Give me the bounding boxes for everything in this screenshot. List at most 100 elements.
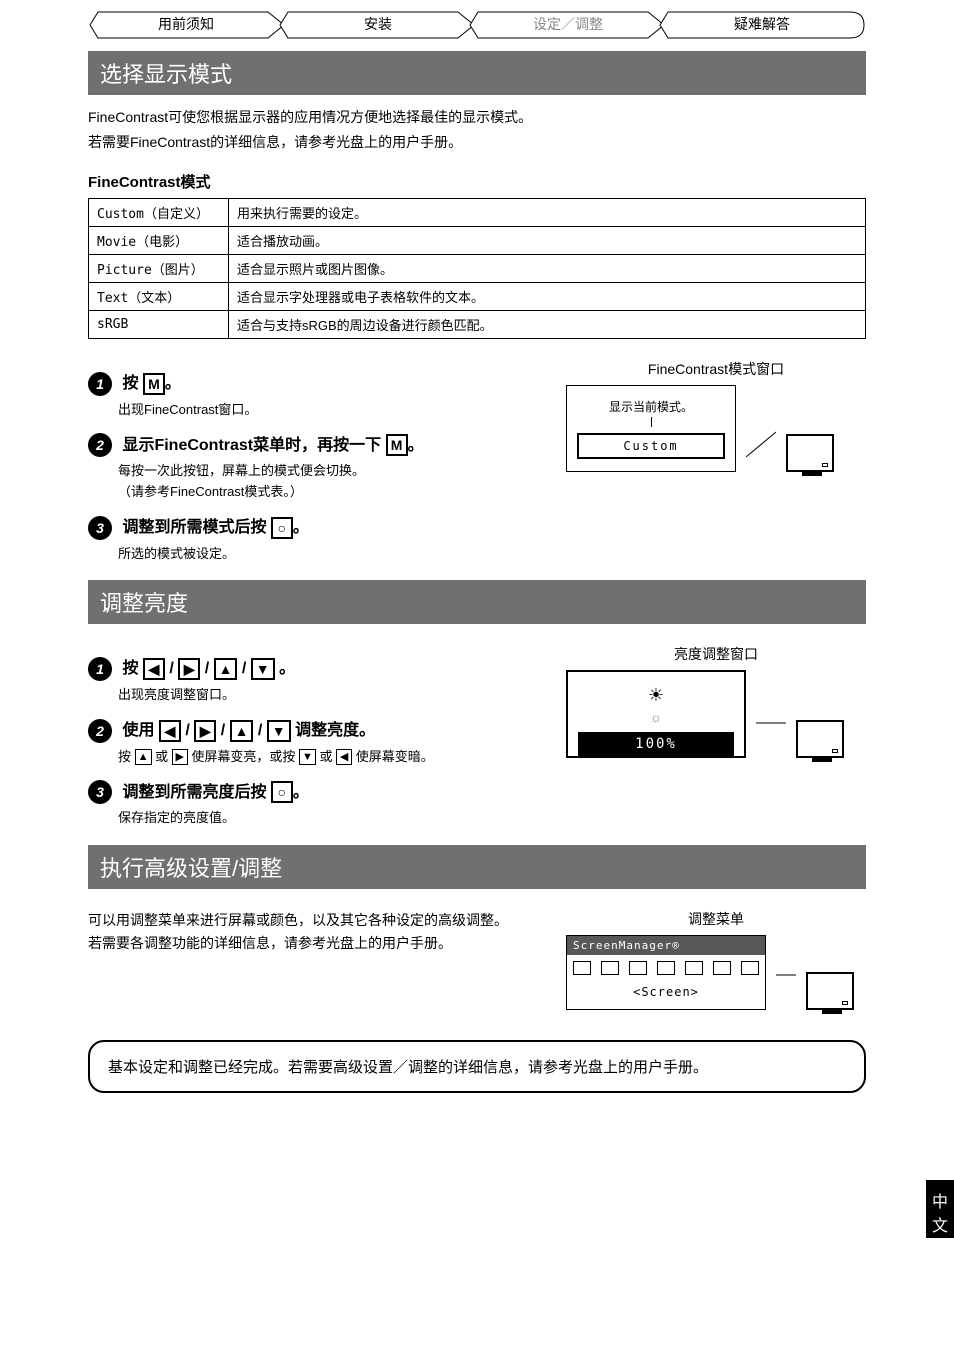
osd-caption: 显示当前模式。 — [577, 398, 725, 415]
key-left: ◀ — [336, 749, 352, 765]
key-left: ◀ — [159, 720, 181, 742]
mode-name: sRGB — [89, 311, 229, 339]
language-tab: 中文 — [926, 1180, 954, 1238]
key-up: ▲ — [214, 658, 238, 680]
menu-icon — [713, 961, 731, 975]
key-enter: ○ — [271, 517, 293, 539]
text: 。 — [165, 375, 181, 392]
fc-step-1-title: 1 按 M。 — [88, 369, 546, 396]
adv-window-label: 调整菜单 — [566, 909, 866, 929]
br-step-1-title: 1 按 ◀ / ▶ / ▲ / ▼ 。 — [88, 654, 546, 681]
arrow-icon — [746, 412, 776, 472]
finecontrast-steps: 1 按 M。 出现FineContrast窗口。 2 显示FineContras… — [88, 359, 566, 574]
finecontrast-modes-table: Custom（自定义）用来执行需要的设定。 Movie（电影）适合播放动画。 P… — [88, 198, 866, 339]
text: 。 — [408, 437, 424, 454]
mode-name: Movie（电影） — [89, 227, 229, 255]
text: 。 — [293, 519, 309, 536]
mode-desc: 适合显示字处理器或电子表格软件的文本。 — [229, 283, 866, 311]
key-up: ▲ — [135, 749, 152, 765]
fc-step-2-body: 每按一次此按钮，屏幕上的模式便会切换。 （请参考FineContrast模式表。… — [118, 461, 546, 503]
key-down: ▼ — [251, 658, 275, 680]
text: 或 — [320, 749, 337, 764]
text: 使用 — [122, 722, 158, 739]
key-down: ▼ — [267, 720, 291, 742]
key-up: ▲ — [230, 720, 254, 742]
fc-step-1-body: 出现FineContrast窗口。 — [118, 400, 546, 421]
brightness-value: 100% — [578, 732, 734, 756]
text: （请参考FineContrast模式表。） — [118, 482, 546, 503]
text: 调整到所需亮度后按 — [122, 784, 270, 801]
monitor-icon — [796, 720, 844, 758]
menu-icon — [629, 961, 647, 975]
key-enter: ○ — [271, 781, 293, 803]
text: 。 — [279, 660, 295, 677]
intro-line-1: FineContrast可使您根据显示器的应用情况方便地选择最佳的显示模式。 — [88, 107, 866, 128]
br-step-1-body: 出现亮度调整窗口。 — [118, 685, 546, 706]
br-window-label: 亮度调整窗口 — [566, 644, 866, 664]
completion-callout: 基本设定和调整已经完成。若需要高级设置／调整的详细信息，请参考光盘上的用户手册。 — [88, 1040, 866, 1093]
mode-name: Text（文本） — [89, 283, 229, 311]
menu-icon — [573, 961, 591, 975]
section-brightness-title: 调整亮度 — [88, 580, 866, 624]
menu-icon — [741, 961, 759, 975]
menu-icon — [657, 961, 675, 975]
text: 显示FineContrast菜单时，再按一下 — [122, 437, 385, 454]
osd-mode-value: Custom — [577, 433, 725, 459]
br-step-3-body: 保存指定的亮度值。 — [118, 808, 546, 829]
tab-3: 设定／调整 — [533, 17, 603, 33]
monitor-icon — [806, 972, 854, 1010]
key-right: ▶ — [178, 658, 200, 680]
br-step-2-title: 2 使用 ◀ / ▶ / ▲ / ▼ 调整亮度。 — [88, 716, 546, 743]
key-m: M — [386, 434, 408, 456]
section-advanced-title: 执行高级设置/调整 — [88, 845, 866, 889]
finecontrast-modes-heading: FineContrast模式 — [88, 171, 866, 192]
menu-caption: <Screen> — [567, 977, 765, 1009]
menu-icons — [567, 955, 765, 977]
text: 。 — [293, 784, 309, 801]
section-display-mode-title: 选择显示模式 — [88, 51, 866, 95]
key-m: M — [143, 373, 165, 395]
fc-step-3-body: 所选的模式被设定。 — [118, 544, 546, 565]
text: 或 — [155, 749, 172, 764]
text: 按 — [122, 375, 142, 392]
adjustment-menu-illustration: 调整菜单 ScreenManager® <Screen> — [566, 909, 866, 1010]
tab-1: 用前须知 — [158, 16, 214, 33]
mode-name: Picture（图片） — [89, 255, 229, 283]
nav-tabs: 用前须知 安装 设定／调整 疑难解答 — [88, 10, 866, 40]
key-right: ▶ — [172, 749, 188, 765]
tab-2: 安装 — [364, 17, 392, 33]
text: 使屏幕变亮，或按 — [191, 749, 299, 764]
arrow-icon — [776, 940, 796, 1010]
adv-line-1: 可以用调整菜单来进行屏幕或颜色，以及其它各种设定的高级调整。 — [88, 909, 546, 931]
brightness-window-illustration: 亮度调整窗口 ☀ ☼ 100% — [566, 644, 866, 839]
text: 调整到所需模式后按 — [122, 519, 270, 536]
monitor-icon — [786, 434, 834, 472]
text: 使屏幕变暗。 — [356, 749, 434, 764]
fc-step-2-title: 2 显示FineContrast菜单时，再按一下 M。 — [88, 431, 546, 458]
text: 调整亮度。 — [295, 722, 375, 739]
mode-name: Custom（自定义） — [89, 199, 229, 227]
text: 按 — [122, 660, 142, 677]
step-number-icon: 3 — [88, 516, 112, 540]
fc-window-label: FineContrast模式窗口 — [566, 359, 866, 379]
mode-desc: 适合与支持sRGB的周边设备进行颜色匹配。 — [229, 311, 866, 339]
step-number-icon: 3 — [88, 780, 112, 804]
key-left: ◀ — [143, 658, 165, 680]
sun-dim-icon: ☼ — [578, 710, 734, 724]
mode-desc: 适合显示照片或图片图像。 — [229, 255, 866, 283]
fc-step-3-title: 3 调整到所需模式后按 ○。 — [88, 513, 546, 540]
text: 按 — [118, 749, 135, 764]
tab-4: 疑难解答 — [734, 16, 790, 33]
menu-icon — [601, 961, 619, 975]
step-number-icon: 1 — [88, 657, 112, 681]
finecontrast-window-illustration: FineContrast模式窗口 显示当前模式。 Custom — [566, 359, 866, 574]
mode-desc: 适合播放动画。 — [229, 227, 866, 255]
key-down: ▼ — [299, 749, 316, 765]
step-number-icon: 2 — [88, 719, 112, 743]
key-right: ▶ — [194, 720, 216, 742]
menu-icon — [685, 961, 703, 975]
step-number-icon: 2 — [88, 433, 112, 457]
mode-desc: 用来执行需要的设定。 — [229, 199, 866, 227]
intro-line-2: 若需要FineContrast的详细信息，请参考光盘上的用户手册。 — [88, 132, 866, 153]
brightness-steps: 1 按 ◀ / ▶ / ▲ / ▼ 。 出现亮度调整窗口。 2 使用 ◀ / ▶… — [88, 644, 566, 839]
